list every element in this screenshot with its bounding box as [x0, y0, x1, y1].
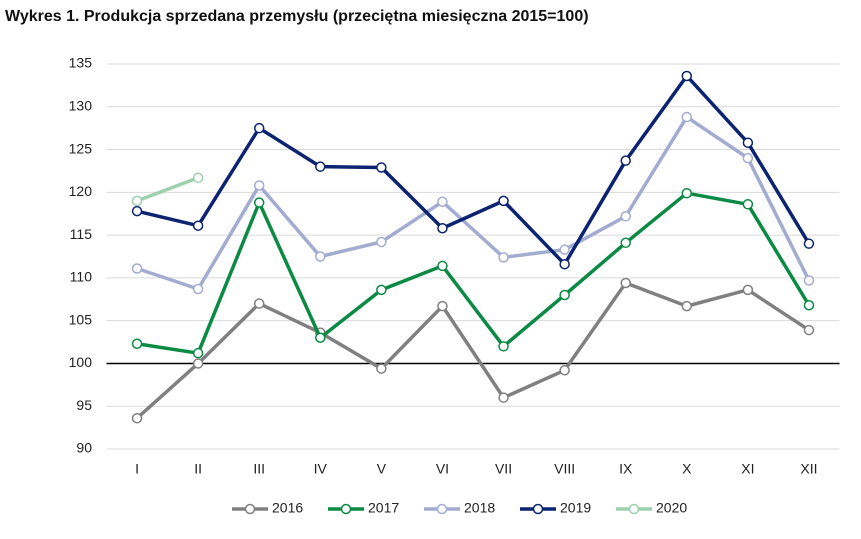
y-tick-label: 110 — [70, 269, 93, 285]
x-tick-label: VII — [495, 461, 512, 477]
legend-label: 2019 — [560, 500, 591, 516]
point — [192, 347, 204, 359]
point — [620, 277, 631, 289]
point — [620, 237, 631, 249]
x-tick-label: XII — [800, 461, 817, 477]
point — [803, 275, 815, 286]
series-line — [136, 176, 199, 203]
point — [559, 365, 570, 376]
legend-marker — [532, 503, 544, 515]
chart-title: Wykres 1. Produkcja sprzedana przemysłu … — [5, 8, 589, 25]
legend-label: 2018 — [464, 500, 495, 516]
point — [803, 324, 815, 336]
series-line — [136, 115, 811, 291]
point — [681, 187, 693, 199]
point — [437, 300, 448, 312]
point — [253, 180, 265, 191]
legend-label: 2017 — [368, 500, 399, 516]
series-line — [136, 74, 811, 266]
y-tick-label: 115 — [70, 226, 93, 242]
x-tick-label: VIII — [554, 461, 575, 477]
point — [376, 284, 387, 296]
point — [437, 260, 448, 272]
point — [131, 412, 143, 424]
point — [559, 244, 570, 255]
x-tick-label: XI — [741, 461, 754, 477]
point — [315, 251, 326, 262]
y-tick-label: 120 — [69, 183, 93, 199]
point — [498, 195, 509, 207]
point — [742, 137, 754, 148]
x-tick-label: II — [194, 461, 202, 477]
point — [253, 122, 265, 134]
point — [192, 283, 204, 295]
point — [253, 298, 265, 309]
y-tick-label: 125 — [69, 140, 93, 156]
point — [192, 220, 204, 231]
series-line — [135, 281, 810, 420]
y-tick-label: 130 — [69, 97, 93, 113]
x-tick-label: V — [377, 461, 387, 477]
point — [437, 223, 448, 234]
point — [131, 338, 143, 350]
point — [681, 300, 693, 312]
point — [498, 341, 509, 352]
y-tick-label: 90 — [76, 440, 92, 456]
point — [376, 363, 387, 374]
point — [131, 263, 143, 274]
point — [315, 161, 326, 172]
point — [253, 197, 265, 208]
point — [192, 358, 204, 369]
x-tick-label: IX — [619, 461, 633, 477]
point — [498, 252, 509, 263]
point — [131, 205, 143, 217]
legend-marker — [436, 503, 448, 515]
legend-marker — [244, 503, 256, 515]
point — [620, 155, 631, 166]
legend-marker — [340, 503, 352, 515]
point — [376, 236, 387, 248]
legend-label: 2016 — [272, 500, 303, 516]
point — [742, 152, 754, 164]
series-line — [136, 191, 811, 355]
legend-marker — [628, 503, 640, 515]
point — [498, 392, 509, 403]
x-tick-label: I — [135, 461, 139, 477]
point — [742, 199, 754, 210]
point — [681, 111, 693, 123]
point — [559, 258, 570, 270]
point — [803, 238, 815, 249]
y-tick-label: 100 — [69, 354, 93, 370]
y-tick-label: 95 — [76, 397, 92, 413]
x-tick-label: III — [253, 461, 265, 477]
point — [376, 162, 387, 173]
point — [559, 289, 570, 301]
point — [620, 211, 631, 222]
legend-label: 2020 — [656, 500, 687, 516]
point — [315, 332, 326, 344]
point — [131, 195, 143, 207]
point — [803, 300, 815, 311]
point — [742, 284, 754, 296]
y-tick-label: 135 — [69, 55, 93, 71]
point — [192, 172, 204, 184]
point — [437, 196, 448, 207]
x-tick-label: X — [682, 461, 692, 477]
y-tick-label: 105 — [69, 311, 93, 327]
point — [681, 70, 693, 82]
x-tick-label: IV — [314, 461, 328, 477]
x-tick-label: VI — [436, 461, 449, 477]
